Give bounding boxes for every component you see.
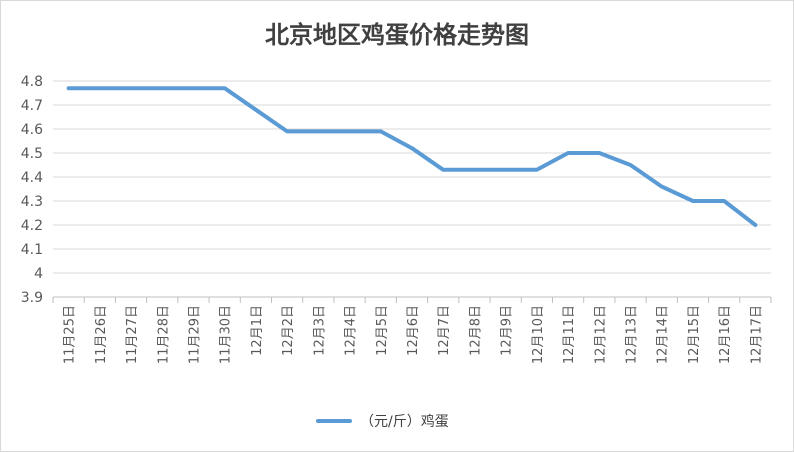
legend: （元/斤）鸡蛋 <box>316 411 449 431</box>
x-tick-label: 11月27日 <box>125 305 140 364</box>
x-tick-label: 12月8日 <box>468 305 483 356</box>
y-tick-label: 4 <box>34 266 43 282</box>
x-tick-label: 12月4日 <box>344 305 359 356</box>
series-layer <box>66 86 758 227</box>
x-tick-label: 11月26日 <box>94 305 109 364</box>
legend-label: （元/斤）鸡蛋 <box>360 414 449 430</box>
x-tick-label: 12月5日 <box>375 305 390 356</box>
x-tick-label: 12月10日 <box>531 305 546 364</box>
x-tick-label: 12月9日 <box>500 305 515 356</box>
x-tick-label: 11月25日 <box>63 305 78 364</box>
y-tick-label: 4.3 <box>21 194 43 210</box>
x-tick-label: 11月29日 <box>187 305 202 364</box>
x-tick-label: 12月13日 <box>625 305 640 364</box>
y-tick-labels: 3.9 4 4.1 4.2 4.3 4.4 4.5 4.6 4.7 4.8 <box>21 74 43 306</box>
y-tick-label: 4.2 <box>21 218 43 234</box>
x-tick-labels: 11月25日 11月26日 11月27日 11月28日 11月29日 11月30日 12月1… <box>63 305 765 364</box>
x-tick-label: 12月15日 <box>687 305 702 364</box>
y-tick-label: 4.6 <box>21 122 43 138</box>
x-tick-label: 12月14日 <box>656 305 671 364</box>
y-tick-label: 3.9 <box>21 290 43 306</box>
x-tick-label: 12月16日 <box>718 305 733 364</box>
y-tick-label: 4.5 <box>21 146 43 162</box>
y-tick-label: 4.7 <box>21 98 43 114</box>
x-tick-label: 12月3日 <box>312 305 327 356</box>
y-tick-label: 4.4 <box>21 170 43 186</box>
chart-title: 北京地区鸡蛋价格走势图 <box>265 20 529 49</box>
x-tick-label: 12月11日 <box>562 305 577 364</box>
x-tick-label: 12月7日 <box>437 305 452 356</box>
legend-swatch <box>316 419 352 423</box>
x-tick-label: 12月6日 <box>406 305 421 356</box>
x-tick-label: 12月17日 <box>749 305 764 364</box>
series-line <box>66 86 758 227</box>
y-tick-label: 4.1 <box>21 242 43 258</box>
x-tick-label: 12月1日 <box>250 305 265 356</box>
y-tick-label: 4.8 <box>21 74 43 90</box>
x-tick-label: 12月2日 <box>281 305 296 356</box>
x-tick-label: 12月12日 <box>593 305 608 364</box>
x-tick-label: 11月28日 <box>156 305 171 364</box>
gridlines <box>52 80 772 303</box>
x-tick-label: 11月30日 <box>219 305 234 364</box>
